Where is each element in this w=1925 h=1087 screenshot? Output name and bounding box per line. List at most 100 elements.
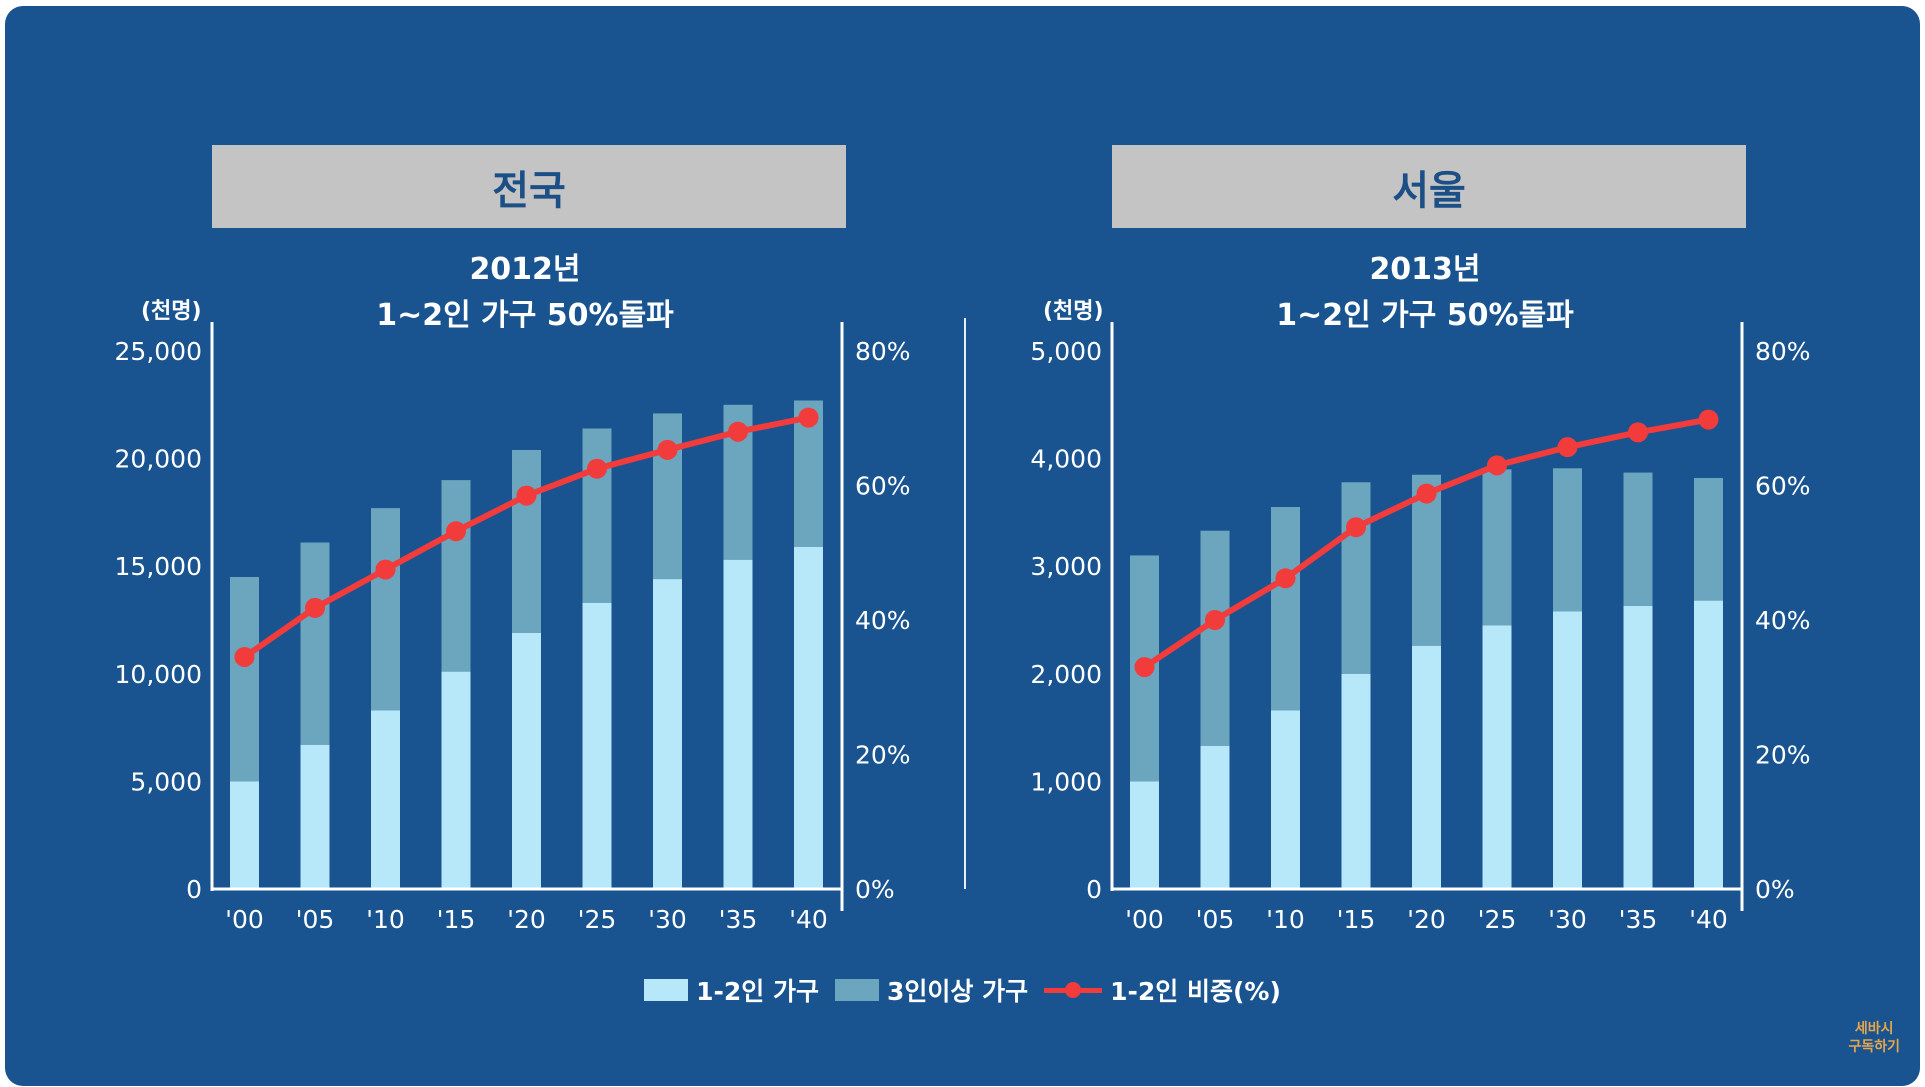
bar-seoul-small-households-7: [1623, 606, 1653, 889]
y-tick-left-national-0: 0: [186, 875, 202, 904]
y-tick-right-national-4: 80%: [855, 337, 911, 366]
chart-frame: 전국 서울 2012년 1~2인 가구 50%돌파 2013년 1~2인 가구 …: [5, 6, 1920, 1086]
x-tick-national-5: '25: [578, 905, 617, 934]
y-tick-left-national-3: 15,000: [115, 552, 202, 581]
bar-seoul-small-households-0: [1130, 781, 1159, 889]
point-national-small-share-7: [728, 421, 748, 442]
bar-national-small-households-8: [794, 546, 823, 889]
subtitle-year: 2012년: [469, 252, 581, 287]
point-seoul-small-share-1: [1205, 610, 1225, 630]
bar-seoul-small-households-8: [1694, 600, 1723, 889]
point-seoul-small-share-5: [1487, 455, 1507, 476]
bar-seoul-small-households-4: [1412, 645, 1441, 889]
point-seoul-small-share-2: [1275, 568, 1296, 589]
bar-seoul-small-households-3: [1341, 673, 1371, 889]
y-tick-left-national-5: 25,000: [115, 337, 202, 366]
point-seoul-small-share-6: [1557, 437, 1578, 458]
subtitle-year: 2013년: [1369, 252, 1481, 287]
x-tick-national-4: '20: [507, 905, 546, 934]
y-tick-left-national-2: 10,000: [115, 660, 202, 689]
chart-subtitle-seoul: 2013년 1~2인 가구 50%돌파: [1225, 247, 1625, 339]
point-seoul-small-share-7: [1628, 422, 1648, 443]
chart-subtitle-national: 2012년 1~2인 가구 50%돌파: [325, 247, 725, 339]
bar-national-small-households-5: [582, 602, 612, 889]
watermark-line1: 세바시: [1854, 1021, 1894, 1037]
point-national-small-share-5: [587, 458, 607, 479]
y-tick-left-national-4: 20,000: [115, 445, 202, 474]
x-tick-seoul-2: '10: [1266, 905, 1305, 934]
y-tick-left-seoul-3: 3,000: [1030, 552, 1102, 581]
y-axis-unit-national: (천명): [141, 299, 202, 324]
y-tick-right-national-0: 0%: [855, 875, 895, 904]
y-tick-right-seoul-0: 0%: [1755, 875, 1795, 904]
y-tick-left-seoul-1: 1,000: [1030, 767, 1102, 796]
bar-national-large-households-6: [653, 413, 682, 580]
x-tick-seoul-8: '40: [1689, 905, 1728, 934]
bar-seoul-large-households-2: [1271, 507, 1300, 711]
legend-line-marker-icon: [1044, 979, 1103, 1001]
x-tick-national-6: '30: [648, 905, 687, 934]
bar-seoul-small-households-5: [1482, 625, 1512, 889]
legend-label-small-share: 1-2인 비중(%): [1110, 977, 1281, 1006]
subtitle-note: 1~2인 가구 50%돌파: [1276, 298, 1574, 333]
point-seoul-small-share-0: [1134, 657, 1155, 678]
y-tick-left-seoul-0: 0: [1086, 875, 1102, 904]
x-tick-seoul-5: '25: [1478, 905, 1517, 934]
point-national-small-share-3: [446, 521, 466, 542]
point-seoul-small-share-4: [1416, 483, 1437, 504]
legend-swatch-small-households: [644, 979, 689, 1001]
legend-label-small-households: 1-2인 가구: [696, 977, 819, 1006]
legend-swatch-large-households: [834, 979, 879, 1001]
bar-seoul-large-households-1: [1200, 530, 1230, 746]
y-tick-right-seoul-2: 40%: [1755, 606, 1811, 635]
bar-national-large-households-1: [300, 542, 330, 745]
y-tick-right-national-2: 40%: [855, 606, 911, 635]
point-national-small-share-6: [657, 439, 678, 460]
x-tick-seoul-0: '00: [1125, 905, 1164, 934]
x-tick-national-3: '15: [437, 905, 476, 934]
bar-national-small-households-6: [653, 579, 682, 889]
point-seoul-small-share-8: [1698, 409, 1719, 430]
legend-item-large-households: 3인이상 가구: [834, 972, 1028, 1008]
x-tick-national-2: '10: [366, 905, 405, 934]
bar-seoul-small-households-1: [1200, 745, 1230, 889]
bar-seoul-small-households-6: [1553, 611, 1582, 889]
chart-title-national: 전국: [212, 145, 846, 228]
point-national-small-share-0: [234, 646, 255, 667]
x-tick-national-7: '35: [719, 905, 758, 934]
point-seoul-small-share-3: [1346, 517, 1366, 538]
x-tick-seoul-6: '30: [1548, 905, 1587, 934]
bar-national-small-households-4: [512, 632, 541, 889]
legend: 1-2인 가구 3인이상 가구 1-2인 비중(%): [5, 972, 1920, 1008]
bar-national-small-households-7: [723, 559, 753, 889]
bar-national-large-households-2: [371, 508, 400, 711]
bar-seoul-large-households-6: [1553, 468, 1582, 612]
subtitle-note: 1~2인 가구 50%돌파: [376, 298, 674, 333]
y-axis-unit-seoul: (천명): [1043, 299, 1104, 324]
x-tick-seoul-1: '05: [1196, 905, 1235, 934]
charts-canvas: 0 5,000 10,000 15,000 20,000 25,000 0% 20% 40% 60…: [115, 318, 1811, 934]
bar-national-large-households-4: [512, 449, 541, 633]
legend-item-small-households: 1-2인 가구: [644, 972, 819, 1008]
x-tick-seoul-3: '15: [1337, 905, 1376, 934]
bar-national-large-households-0: [230, 576, 259, 782]
point-national-small-share-8: [798, 407, 819, 428]
bar-national-small-households-0: [230, 781, 259, 889]
y-tick-right-national-1: 20%: [855, 741, 911, 770]
bar-national-small-households-1: [300, 744, 330, 889]
x-tick-seoul-4: '20: [1407, 905, 1446, 934]
y-tick-right-seoul-4: 80%: [1755, 337, 1811, 366]
x-tick-national-1: '05: [296, 905, 335, 934]
y-tick-left-seoul-4: 4,000: [1030, 445, 1102, 474]
y-tick-left-national-1: 5,000: [130, 767, 202, 796]
point-national-small-share-4: [516, 485, 537, 506]
legend-item-small-share: 1-2인 비중(%): [1044, 972, 1281, 1008]
watermark-line2: 구독하기: [1848, 1039, 1900, 1055]
y-tick-right-national-3: 60%: [855, 472, 911, 501]
x-tick-seoul-7: '35: [1619, 905, 1658, 934]
y-tick-left-seoul-2: 2,000: [1030, 660, 1102, 689]
subscribe-watermark[interactable]: 세바시 구독하기: [1848, 1020, 1900, 1056]
x-tick-national-0: '00: [225, 905, 264, 934]
bar-seoul-large-households-7: [1623, 472, 1653, 607]
bar-seoul-large-households-8: [1694, 477, 1723, 601]
